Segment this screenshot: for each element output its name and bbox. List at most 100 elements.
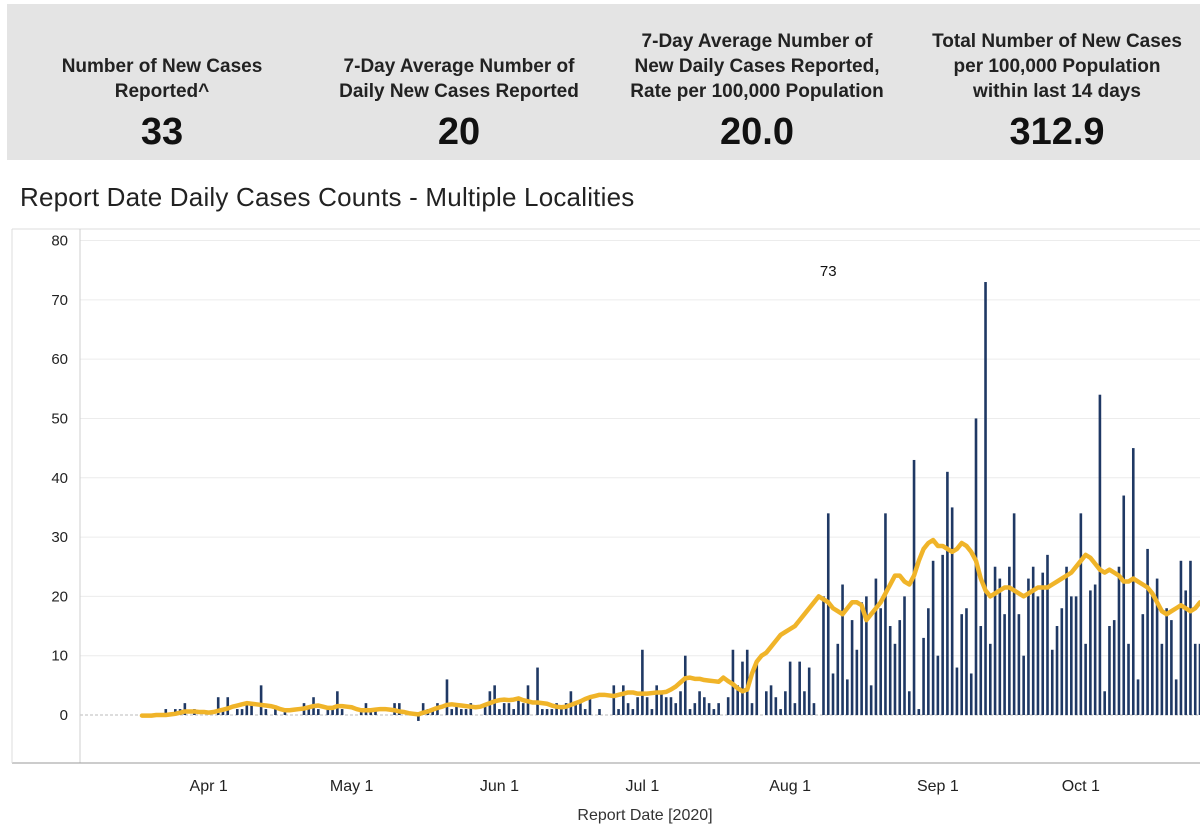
- daily-case-bar: [750, 703, 754, 715]
- daily-case-bar: [955, 667, 959, 715]
- daily-case-bar: [521, 703, 525, 715]
- daily-case-bar: [1036, 596, 1040, 716]
- daily-case-bar: [517, 697, 520, 715]
- daily-case-bar: [1174, 679, 1178, 715]
- daily-case-bar: [1093, 584, 1097, 715]
- daily-case-bar: [1112, 620, 1116, 715]
- daily-case-bar: [612, 685, 616, 715]
- daily-case-bar: [274, 709, 277, 715]
- daily-case-bar: [836, 643, 840, 715]
- daily-case-bar: [1131, 448, 1135, 715]
- seven-day-average-path: [139, 537, 1200, 718]
- daily-case-bar: [898, 620, 902, 715]
- daily-case-bars: [164, 282, 1200, 721]
- daily-case-bar: [655, 685, 658, 715]
- daily-case-bar: [831, 673, 835, 715]
- daily-case-bar: [822, 596, 825, 716]
- kpi-summary-bar: Number of New Cases Reported^ 33 7-Day A…: [7, 4, 1200, 160]
- daily-case-bar: [541, 709, 544, 715]
- daily-case-bar: [907, 691, 911, 715]
- daily-case-bar: [741, 661, 744, 715]
- daily-case-bar: [874, 578, 878, 715]
- daily-case-bar: [717, 703, 720, 715]
- kpi-7day-average-label: 7-Day Average Number of Daily New Cases …: [329, 54, 589, 104]
- daily-case-bar: [469, 703, 473, 715]
- daily-case-bar: [931, 560, 935, 715]
- seven-day-average-line: [139, 537, 1200, 718]
- daily-case-bar: [550, 709, 554, 715]
- daily-case-bar: [683, 655, 687, 715]
- daily-case-bar: [850, 620, 854, 715]
- daily-case-bar: [574, 703, 577, 715]
- x-tick-label: Jul 1: [625, 778, 659, 795]
- y-axis-ticks: 0 10 20 30 40 50 60 70 80: [51, 233, 68, 725]
- kpi-label-line: Reported^: [114, 81, 210, 102]
- daily-case-bar: [793, 703, 797, 715]
- kpi-label-line: Rate per 100,000 Population: [630, 81, 884, 102]
- daily-case-bar: [307, 709, 311, 715]
- daily-case-bar: [946, 471, 949, 715]
- kpi-label-line: Daily New Cases Reported: [339, 81, 579, 102]
- kpi-new-cases: Number of New Cases Reported^ 33: [59, 4, 265, 160]
- daily-case-bar: [507, 703, 511, 715]
- chart-title: Report Date Daily Cases Counts - Multipl…: [20, 182, 635, 212]
- daily-case-bar: [669, 697, 673, 715]
- daily-case-bar: [1012, 513, 1016, 715]
- daily-case-bar: [1146, 548, 1149, 715]
- daily-case-bar: [769, 685, 773, 715]
- daily-case-bar: [879, 608, 882, 715]
- kpi-label-line: Number of New Cases: [61, 56, 263, 77]
- x-axis-label: Report Date [2020]: [577, 807, 712, 824]
- daily-case-bar: [1022, 655, 1025, 715]
- daily-case-bar: [1165, 608, 1168, 715]
- daily-case-bar: [1198, 643, 1200, 715]
- daily-case-bar: [841, 584, 844, 715]
- daily-case-bar: [450, 709, 454, 715]
- daily-case-bar: [774, 697, 778, 715]
- daily-case-bar: [1089, 590, 1092, 715]
- daily-case-bar: [641, 649, 644, 715]
- daily-case-bar: [1060, 608, 1064, 715]
- daily-case-bar: [183, 703, 187, 715]
- chart-gridlines: [80, 240, 1200, 716]
- daily-case-bar: [326, 709, 330, 715]
- kpi-new-cases-label: Number of New Cases Reported^: [59, 54, 265, 104]
- daily-case-bar: [693, 703, 697, 715]
- daily-case-bar: [1170, 620, 1173, 715]
- y-tick-label: 20: [51, 588, 68, 605]
- daily-case-bar: [1189, 560, 1192, 715]
- daily-case-bar: [1122, 495, 1126, 715]
- kpi-7day-average: 7-Day Average Number of Daily New Cases …: [329, 4, 589, 160]
- daily-case-bar: [398, 703, 401, 715]
- y-tick-label: 30: [51, 529, 68, 546]
- daily-case-bar: [779, 709, 782, 715]
- x-tick-label: Oct 1: [1062, 778, 1100, 795]
- daily-case-bar: [1074, 596, 1078, 716]
- daily-case-bar: [317, 709, 320, 715]
- daily-case-bar: [483, 703, 487, 715]
- daily-case-bar: [579, 703, 582, 715]
- daily-case-bar: [1160, 643, 1164, 715]
- daily-case-bar: [674, 703, 678, 715]
- daily-case-bar: [216, 697, 220, 715]
- daily-case-bar: [984, 282, 987, 715]
- daily-case-bar: [1136, 679, 1140, 715]
- daily-case-bar: [765, 691, 768, 715]
- daily-case-bar: [826, 513, 830, 715]
- daily-case-bar: [645, 697, 649, 715]
- x-axis-ticks: Apr 1 May 1 Jun 1 Jul 1 Aug 1 Sep 1 Oct 1: [190, 778, 1101, 795]
- daily-case-bar: [650, 709, 654, 715]
- daily-case-bar: [421, 703, 425, 715]
- daily-case-bar: [936, 655, 940, 715]
- daily-case-bar: [860, 602, 863, 715]
- daily-case-bar: [1127, 643, 1130, 715]
- daily-case-bar: [464, 709, 468, 715]
- daily-case-bar: [998, 578, 1002, 715]
- daily-case-bar: [245, 703, 249, 715]
- daily-case-bar: [1046, 554, 1049, 715]
- daily-case-bar: [912, 459, 916, 715]
- kpi-7day-rate: 7-Day Average Number of New Daily Cases …: [619, 4, 895, 160]
- daily-case-bar: [1184, 590, 1187, 715]
- daily-case-bar: [1103, 691, 1106, 715]
- daily-case-bar: [598, 709, 601, 715]
